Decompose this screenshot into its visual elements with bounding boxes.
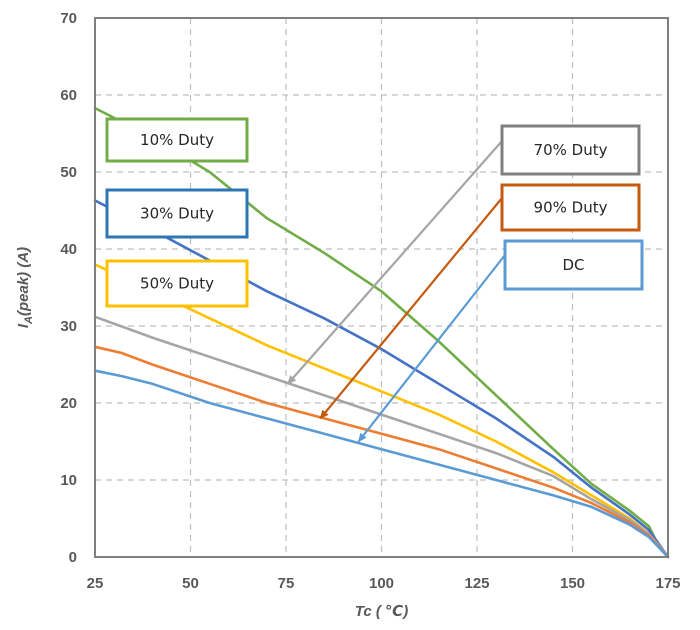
y-tick-label: 40	[60, 241, 77, 258]
series-line-70-duty	[93, 315, 670, 559]
x-tick-label: 75	[278, 575, 295, 592]
y-axis-title-symbol: I	[15, 323, 32, 328]
series-line-10-duty	[93, 106, 670, 559]
x-axis-title-unit: ℃	[385, 602, 404, 620]
annotation-label-50-duty: 50% Duty	[140, 275, 214, 293]
y-tick-label: 60	[60, 87, 77, 104]
annotation-label-30-duty: 30% Duty	[140, 205, 214, 223]
y-axis-title-subscript: A	[23, 316, 35, 325]
x-tick-label: 175	[655, 575, 680, 592]
y-axis-title-rest: (peak) (A)	[15, 247, 32, 316]
annotation-label-10-duty: 10% Duty	[140, 131, 214, 149]
series-line-dc	[93, 369, 670, 559]
annotation-arrow-dc	[357, 254, 506, 443]
x-tick-label: 50	[182, 575, 199, 592]
annotation-box-10-duty	[105, 117, 249, 163]
x-tick-label: 125	[464, 575, 489, 592]
y-axis-title: IA(peak) (A)	[15, 247, 35, 328]
y-tick-label: 0	[69, 549, 77, 566]
y-tick-label: 10	[60, 472, 77, 489]
x-tick-label: 100	[369, 575, 394, 592]
y-tick-label: 50	[60, 164, 77, 181]
x-tick-label: 25	[87, 575, 104, 592]
annotation-box-50-duty	[105, 259, 249, 308]
annotation-box-70-duty	[500, 124, 641, 176]
x-tick-label: 150	[560, 575, 585, 592]
y-tick-label: 70	[60, 10, 77, 27]
y-tick-label: 20	[60, 395, 77, 412]
annotation-box-dc	[503, 239, 644, 291]
annotation-arrow-70-duty	[287, 140, 503, 385]
annotation-label-90-duty: 90% Duty	[534, 199, 608, 217]
x-axis-title-suffix: )	[401, 603, 408, 620]
annotation-label-70-duty: 70% Duty	[534, 141, 608, 159]
y-tick-label: 30	[60, 318, 77, 335]
annotation-arrow-90-duty	[319, 197, 503, 420]
annotations: 10% Duty 30% Duty 50% Duty 70% Duty 90% Duty…	[105, 117, 644, 443]
annotation-box-30-duty	[105, 188, 249, 239]
tick-labels: 25 50 75 100 125 150 175 0 10 20 30 40 50 60 70	[60, 10, 680, 592]
annotation-box-90-duty	[500, 183, 641, 232]
series-line-50-duty	[93, 263, 670, 559]
plot-frame	[94, 17, 669, 558]
series-line-90-duty	[93, 345, 670, 559]
x-axis-title-prefix: Tc (	[355, 603, 385, 620]
annotation-label-dc: DC	[562, 256, 584, 274]
x-axis-title: Tc ( ℃)	[355, 602, 408, 620]
